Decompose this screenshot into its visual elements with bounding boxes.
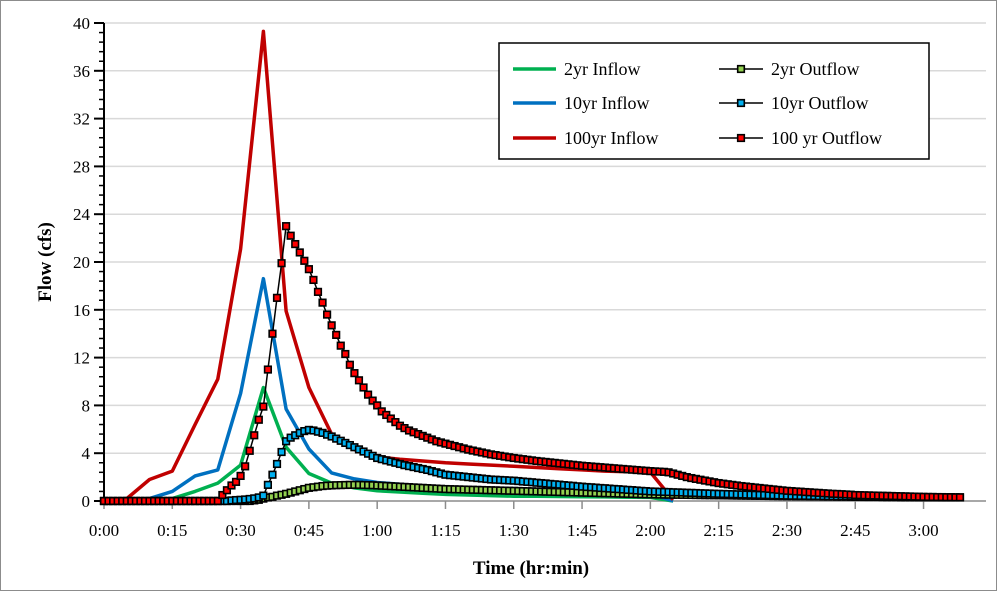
x-tick-label: 3:00: [908, 521, 938, 540]
data-point-marker: [263, 480, 273, 489]
data-point-marker: [313, 287, 323, 296]
x-tick-label: 2:45: [840, 521, 870, 540]
y-tick-label: 32: [73, 110, 90, 129]
x-tick-label: 2:15: [704, 521, 734, 540]
data-point-marker: [309, 275, 318, 285]
y-tick-label: 28: [73, 157, 90, 176]
x-tick-label: 1:45: [567, 521, 597, 540]
y-tick-label: 4: [82, 444, 91, 463]
data-point-marker: [241, 462, 250, 471]
legend-label: 10yr Inflow: [564, 93, 649, 113]
data-point-marker: [250, 431, 259, 440]
legend-label: 10yr Outflow: [771, 93, 869, 113]
y-tick-label: 8: [82, 396, 91, 415]
data-point-marker: [345, 360, 354, 369]
y-tick-label: 12: [73, 349, 90, 368]
data-point-marker: [322, 310, 332, 319]
legend-label: 2yr Inflow: [564, 59, 640, 79]
data-point-marker: [368, 396, 377, 405]
data-point-marker: [218, 490, 227, 500]
x-tick-label: 2:30: [772, 521, 802, 540]
data-point-marker: [295, 248, 304, 257]
data-point-marker: [213, 496, 222, 506]
x-tick-label: 1:15: [430, 521, 460, 540]
x-tick-label: 0:45: [294, 521, 324, 540]
data-point-marker: [286, 231, 295, 240]
data-point-marker: [236, 471, 245, 481]
data-point-marker: [291, 239, 300, 249]
legend-item-10yr-outflow: 10yr Outflow: [719, 93, 869, 113]
data-point-marker: [277, 259, 286, 268]
x-tick-label: 0:15: [157, 521, 187, 540]
axes: 0 4 8 12 16 20 24 28 32 36 40 0:00 0:15 0:30 0:45 1:00 1…: [73, 14, 986, 540]
data-point-marker: [263, 365, 273, 374]
x-tick-label: 0:00: [89, 521, 119, 540]
legend-marker: [736, 133, 746, 143]
data-point-marker: [272, 459, 282, 469]
legend-label: 100 yr Outflow: [771, 128, 882, 148]
legend-item-2yr-inflow: 2yr Inflow: [513, 59, 640, 79]
x-axis-title: Time (hr:min): [473, 558, 589, 579]
data-point-marker: [955, 493, 965, 502]
y-tick-label: 16: [73, 301, 90, 320]
y-tick-label: 0: [82, 492, 91, 511]
data-point-marker: [259, 491, 268, 500]
data-point-marker: [373, 401, 382, 410]
data-point-marker: [222, 486, 232, 495]
x-tick-label: 0:30: [225, 521, 255, 540]
legend: 2yr Inflow 10yr Inflow 100yr Inflow 2yr Out…: [498, 42, 930, 160]
data-point-marker: [341, 349, 350, 359]
data-point-marker: [231, 477, 241, 486]
data-point-marker: [259, 402, 268, 411]
legend-item-2yr-outflow: 2yr Outflow: [719, 59, 860, 79]
data-point-marker: [304, 265, 313, 274]
y-tick-label: 36: [73, 62, 90, 81]
series-group: [99, 29, 965, 506]
data-point-marker: [336, 341, 345, 350]
data-point-marker: [354, 376, 364, 385]
legend-label: 2yr Outflow: [771, 59, 860, 79]
data-point-marker: [245, 446, 254, 455]
legend-marker: [736, 98, 746, 108]
x-tick-label: 1:00: [362, 521, 392, 540]
data-point-marker: [282, 222, 291, 231]
data-point-marker: [272, 293, 282, 302]
x-tick-label: 2:00: [635, 521, 665, 540]
legend-box: [498, 42, 930, 160]
data-point-marker: [327, 321, 336, 330]
legend-item-100yr-inflow: 100yr Inflow: [513, 128, 658, 148]
y-tick-label: 40: [73, 14, 90, 33]
legend-marker: [736, 64, 746, 74]
data-point-marker: [318, 298, 327, 307]
data-point-marker: [254, 415, 263, 424]
data-point-marker: [300, 256, 309, 265]
y-tick-label: 20: [73, 253, 90, 272]
legend-item-10yr-inflow: 10yr Inflow: [513, 93, 649, 113]
data-point-marker: [363, 390, 373, 399]
legend-item-100-yr-outflow: 100 yr Outflow: [719, 128, 882, 148]
data-point-marker: [359, 383, 368, 392]
x-tick-label: 1:30: [499, 521, 529, 540]
y-tick-label: 24: [73, 205, 91, 224]
y-axis-title: Flow (cfs): [35, 222, 56, 302]
data-point-marker: [332, 330, 341, 339]
data-point-marker: [277, 447, 286, 457]
series-100-yr-outflow: [99, 222, 965, 506]
legend-label: 100yr Inflow: [564, 128, 658, 148]
data-point-marker: [268, 470, 277, 479]
data-point-marker: [268, 329, 277, 338]
data-point-marker: [350, 369, 359, 378]
